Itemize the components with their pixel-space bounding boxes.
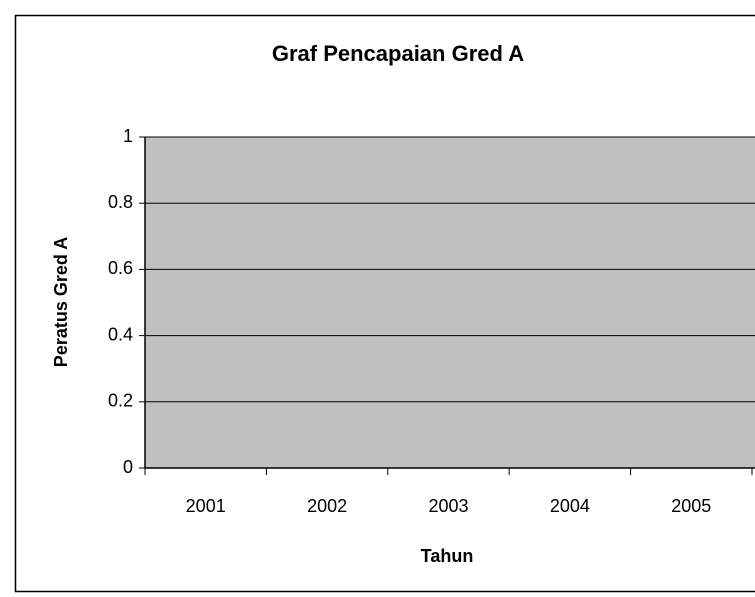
x-tick-label: 2002 (307, 496, 347, 516)
x-tick-label: 2001 (186, 496, 226, 516)
x-tick-label: 2005 (671, 496, 711, 516)
x-tick-label: 2003 (428, 496, 468, 516)
x-axis-label: Tahun (421, 546, 474, 566)
chart-title: Graf Pencapaian Gred A (272, 41, 524, 66)
plot-area (145, 137, 755, 468)
x-tick-label: 2004 (550, 496, 590, 516)
y-tick-label: 0.8 (108, 192, 133, 212)
y-tick-label: 0 (123, 457, 133, 477)
y-tick-label: 0.2 (108, 391, 133, 411)
y-axis-label: Peratus Gred A (51, 237, 71, 367)
y-tick-label: 1 (123, 126, 133, 146)
y-tick-label: 0.6 (108, 258, 133, 278)
y-tick-label: 0.4 (108, 324, 133, 344)
